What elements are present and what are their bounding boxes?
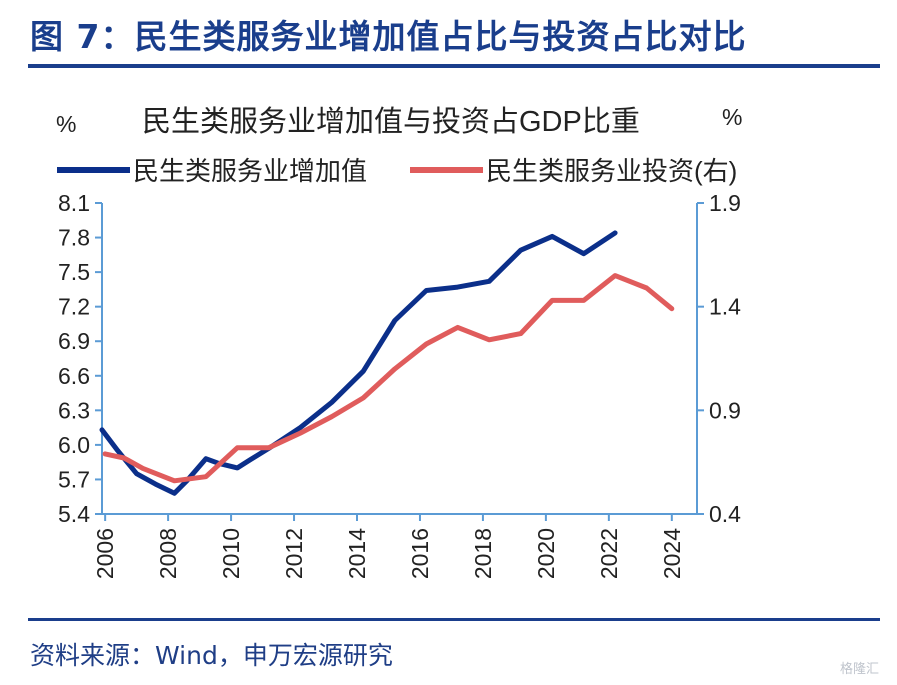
right-tick-label: 0.4 bbox=[709, 501, 741, 527]
x-tick-label: 2012 bbox=[281, 528, 307, 579]
left-tick-label: 5.7 bbox=[58, 466, 90, 492]
left-tick-label: 6.9 bbox=[58, 328, 90, 354]
legend-label-series-2: 民生类服务业投资(右) bbox=[486, 156, 737, 186]
right-tick-label: 0.9 bbox=[709, 397, 741, 423]
x-tick-label: 2024 bbox=[659, 528, 685, 579]
x-tick-label: 2022 bbox=[596, 528, 622, 579]
left-tick-label: 6.6 bbox=[58, 363, 90, 389]
chart-title: 民生类服务业增加值与投资占GDP比重 bbox=[142, 105, 640, 138]
left-tick-label: 5.4 bbox=[58, 501, 90, 527]
left-tick-label: 6.0 bbox=[58, 432, 90, 458]
x-tick-label: 2016 bbox=[407, 528, 433, 579]
x-tick-label: 2008 bbox=[155, 528, 181, 579]
title-rule bbox=[28, 64, 880, 68]
x-tick-label: 2006 bbox=[92, 528, 118, 579]
left-tick-label: 7.2 bbox=[58, 294, 90, 320]
left-tick-label: 7.5 bbox=[58, 259, 90, 285]
right-unit-label: % bbox=[722, 104, 742, 130]
x-tick-label: 2010 bbox=[218, 528, 244, 579]
x-tick-label: 2014 bbox=[344, 528, 370, 579]
source-note: 资料来源：Wind，申万宏源研究 bbox=[30, 641, 393, 670]
x-tick-label: 2018 bbox=[470, 528, 496, 579]
right-tick-label: 1.4 bbox=[709, 294, 741, 320]
chart: % 民生类服务业增加值与投资占GDP比重 % 民生类服务业增加值 民生类服务业投… bbox=[56, 104, 742, 579]
x-tick-label: 2020 bbox=[533, 528, 559, 579]
left-tick-label: 7.8 bbox=[58, 225, 90, 251]
figure-title: 图 7：民生类服务业增加值占比与投资占比对比 bbox=[30, 17, 747, 56]
series-line-1 bbox=[99, 230, 618, 496]
series-line-2 bbox=[102, 273, 675, 484]
right-tick-label: 1.9 bbox=[709, 190, 741, 216]
watermark: 格隆汇 bbox=[839, 662, 879, 677]
legend-label-series-1: 民生类服务业增加值 bbox=[133, 156, 367, 186]
left-tick-label: 8.1 bbox=[58, 190, 90, 216]
left-tick-label: 6.3 bbox=[58, 397, 90, 423]
left-unit-label: % bbox=[56, 111, 76, 137]
source-rule bbox=[28, 618, 880, 621]
